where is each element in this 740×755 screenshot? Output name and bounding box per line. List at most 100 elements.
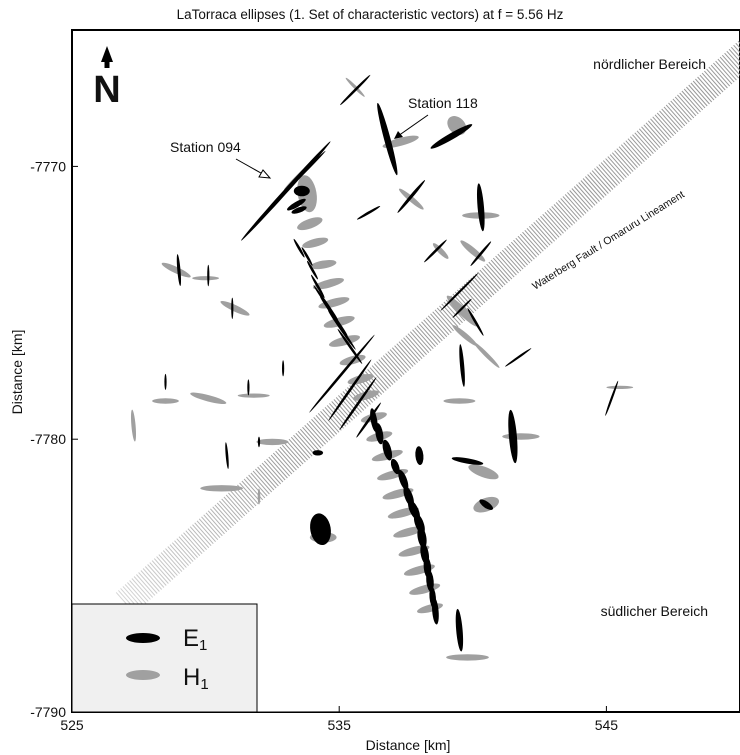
x-tick-label: 535: [328, 717, 352, 733]
e1-ellipse: [164, 373, 167, 390]
e1-ellipse: [310, 513, 331, 546]
h1-ellipse: [432, 243, 449, 259]
h1-ellipse: [200, 485, 244, 492]
e1-ellipse: [309, 334, 375, 413]
e1-ellipse: [375, 423, 384, 445]
h1-ellipse: [446, 654, 489, 661]
h1-ellipse: [309, 260, 337, 270]
y-axis-label: Distance [km]: [9, 330, 25, 415]
e1-ellipse: [424, 239, 447, 263]
e1-ellipse: [356, 206, 381, 220]
e1-ellipse: [605, 380, 619, 416]
e1-ellipse: [291, 206, 307, 214]
e1-ellipse: [382, 439, 393, 461]
h1-ellipse: [347, 374, 374, 385]
h1-ellipse: [130, 409, 137, 442]
e1-ellipse: [426, 570, 434, 592]
h1-ellipse: [329, 335, 360, 347]
e1-ellipse: [328, 359, 372, 421]
legend-swatch-e1: [126, 633, 160, 643]
e1-ellipse: [470, 241, 492, 266]
e1-ellipse: [320, 296, 348, 337]
h1-ellipse: [472, 341, 500, 368]
e1-ellipse: [377, 102, 398, 176]
region-label-north: nördlicher Bereich: [593, 56, 706, 72]
e1-ellipse: [415, 446, 424, 465]
h1-ellipse: [190, 392, 227, 405]
e1-ellipse: [272, 150, 326, 204]
y-tick-label: -7770: [30, 158, 66, 174]
north-arrow-label: N: [93, 69, 120, 111]
h1-ellipse: [352, 390, 379, 401]
e1-ellipse: [257, 436, 261, 448]
legend-swatch-h1: [126, 670, 160, 680]
h1-ellipse: [398, 188, 424, 210]
e1-ellipse: [455, 608, 464, 652]
e1-ellipse: [207, 264, 210, 287]
station-118-annotation: Station 118: [394, 95, 478, 139]
h1-ellipse: [446, 295, 478, 327]
h1-ellipse: [606, 385, 634, 389]
e1-ellipses: [164, 74, 619, 652]
e1-ellipse: [231, 297, 234, 319]
h1-ellipse: [443, 398, 476, 404]
e1-ellipse: [459, 344, 465, 387]
e1-ellipse: [301, 247, 313, 266]
e1-ellipse: [451, 457, 484, 465]
e1-ellipse: [432, 597, 439, 625]
legend-box: [71, 603, 258, 713]
h1-ellipse: [502, 433, 540, 440]
e1-ellipse: [311, 274, 325, 299]
h1-ellipse: [452, 325, 478, 346]
e1-ellipse: [398, 469, 409, 491]
y-tick-label: -7780: [30, 431, 66, 447]
region-label-south: südlicher Bereich: [601, 603, 708, 619]
chart-title: LaTorraca ellipses (1. Set of characteri…: [177, 7, 564, 22]
h1-ellipse: [297, 217, 323, 231]
h1-ellipse: [393, 526, 425, 538]
e1-ellipse: [176, 254, 182, 287]
x-tick-label: 525: [60, 717, 84, 733]
h1-ellipse: [220, 300, 250, 316]
station-094-label: Station 094: [170, 139, 241, 155]
e1-ellipse: [505, 348, 532, 367]
e1-ellipse: [440, 273, 479, 311]
h1-ellipse: [237, 393, 270, 398]
h1-ellipse: [302, 237, 329, 248]
e1-ellipse: [287, 198, 306, 211]
e1-ellipse: [452, 298, 472, 318]
y-axis-ticks: -7770 -7780 -7790: [30, 158, 78, 720]
north-arrow-icon: N: [93, 46, 121, 111]
e1-ellipse: [508, 409, 518, 464]
legend: E1 H1: [71, 603, 258, 713]
e1-ellipse: [312, 450, 324, 456]
e1-ellipse: [225, 442, 229, 469]
h1-ellipse: [152, 398, 179, 404]
y-tick-label: -7790: [30, 704, 66, 720]
e1-ellipse: [430, 124, 473, 149]
x-axis-ticks: 525 535 545: [60, 706, 618, 733]
e1-ellipse: [293, 185, 310, 197]
legend-label-h1: H1: [183, 664, 209, 693]
h1-ellipse: [192, 276, 220, 281]
station-118-label: Station 118: [408, 95, 478, 111]
legend-label-e1: E1: [183, 625, 207, 654]
e1-ellipse: [467, 308, 484, 336]
h1-ellipse: [161, 262, 191, 278]
e1-ellipse: [340, 74, 371, 106]
h1-ellipse: [345, 77, 365, 97]
e1-ellipse: [282, 360, 285, 377]
e1-ellipse: [293, 238, 305, 258]
e1-ellipse: [479, 499, 494, 510]
e1-ellipse: [417, 526, 427, 548]
e1-ellipse: [476, 183, 485, 232]
station-094-annotation: Station 094: [170, 139, 272, 179]
x-tick-label: 545: [595, 717, 619, 733]
e1-ellipse: [339, 377, 377, 431]
e1-ellipse: [397, 179, 426, 213]
e1-ellipse: [328, 310, 356, 350]
e1-ellipse: [307, 260, 318, 280]
x-axis-label: Distance [km]: [366, 737, 451, 753]
h1-ellipse: [256, 438, 289, 446]
